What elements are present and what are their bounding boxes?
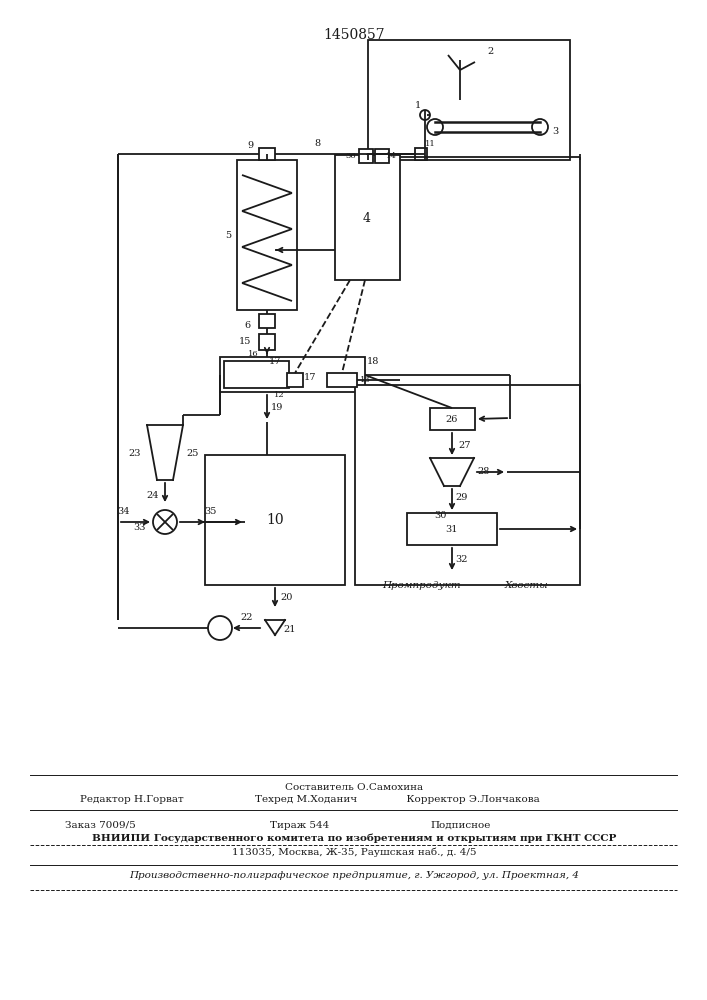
Text: 24: 24 xyxy=(147,490,159,499)
Bar xyxy=(430,408,475,430)
Circle shape xyxy=(420,110,430,120)
Text: 32: 32 xyxy=(456,556,468,564)
Text: 23: 23 xyxy=(129,448,141,458)
Text: 26: 26 xyxy=(446,414,458,424)
Text: 28: 28 xyxy=(478,468,490,477)
Bar xyxy=(368,40,570,160)
Text: 27: 27 xyxy=(459,440,472,450)
Text: 6: 6 xyxy=(244,320,250,330)
Bar xyxy=(237,160,297,310)
Text: 15: 15 xyxy=(239,338,251,347)
Bar xyxy=(259,148,275,160)
Text: 17: 17 xyxy=(269,358,281,366)
Text: 17: 17 xyxy=(304,373,316,382)
Bar xyxy=(287,373,303,387)
Text: 30: 30 xyxy=(434,510,446,520)
Bar xyxy=(259,314,275,328)
Bar xyxy=(415,148,427,160)
Text: 36: 36 xyxy=(346,152,356,160)
Text: 8: 8 xyxy=(314,139,320,148)
Circle shape xyxy=(532,119,548,135)
Text: Производственно-полиграфическое предприятие, г. Ужгород, ул. Проектная, 4: Производственно-полиграфическое предприя… xyxy=(129,870,579,880)
Text: 13: 13 xyxy=(360,376,370,384)
Text: 12: 12 xyxy=(274,391,284,399)
Text: 22: 22 xyxy=(241,613,253,622)
Text: 25: 25 xyxy=(187,448,199,458)
Text: 29: 29 xyxy=(456,493,468,502)
Bar xyxy=(224,361,289,388)
Bar xyxy=(359,149,373,163)
Bar xyxy=(335,155,400,280)
Text: 16: 16 xyxy=(247,350,258,358)
Text: ВНИИПИ Государственного комитета по изобретениям и открытиям при ГКНТ СССР: ВНИИПИ Государственного комитета по изоб… xyxy=(92,833,617,843)
Text: 33: 33 xyxy=(134,522,146,532)
Text: 35: 35 xyxy=(204,508,216,516)
Text: Составитель О.Самохина: Составитель О.Самохина xyxy=(285,782,423,792)
Text: 19: 19 xyxy=(271,402,284,412)
Text: Редактор Н.Горват: Редактор Н.Горват xyxy=(80,796,184,804)
Bar xyxy=(205,455,345,585)
Text: 10: 10 xyxy=(267,513,284,527)
Text: Подписное: Подписное xyxy=(430,820,491,830)
Text: 5: 5 xyxy=(225,231,231,239)
Bar xyxy=(220,357,365,392)
Text: Хвосты: Хвосты xyxy=(505,580,549,589)
Text: Корректор Э.Лончакова: Корректор Э.Лончакова xyxy=(400,796,539,804)
Text: 3: 3 xyxy=(552,127,558,136)
Text: 18: 18 xyxy=(367,357,379,365)
Text: 2: 2 xyxy=(487,47,493,56)
Text: 113035, Москва, Ж-35, Раушская наб., д. 4/5: 113035, Москва, Ж-35, Раушская наб., д. … xyxy=(232,847,477,857)
Text: 21: 21 xyxy=(284,626,296,635)
Bar xyxy=(375,149,389,163)
Text: Промпродукт: Промпродукт xyxy=(382,580,462,589)
Text: Тираж 544: Тираж 544 xyxy=(270,820,329,830)
Circle shape xyxy=(153,510,177,534)
Bar xyxy=(407,513,497,545)
Text: 11: 11 xyxy=(425,140,436,148)
Text: 14: 14 xyxy=(385,152,397,160)
Text: 1450857: 1450857 xyxy=(323,28,385,42)
Bar xyxy=(327,373,357,387)
Text: 34: 34 xyxy=(117,508,129,516)
Text: 20: 20 xyxy=(281,592,293,601)
Text: Техред М.Ходанич: Техред М.Ходанич xyxy=(255,796,357,804)
Text: Заказ 7009/5: Заказ 7009/5 xyxy=(65,820,136,830)
Bar xyxy=(355,385,580,585)
Circle shape xyxy=(427,119,443,135)
Text: 9: 9 xyxy=(247,141,253,150)
Circle shape xyxy=(208,616,232,640)
Bar xyxy=(259,334,275,350)
Text: 31: 31 xyxy=(445,524,458,534)
Text: 4: 4 xyxy=(363,212,371,225)
Text: 1: 1 xyxy=(415,101,421,109)
